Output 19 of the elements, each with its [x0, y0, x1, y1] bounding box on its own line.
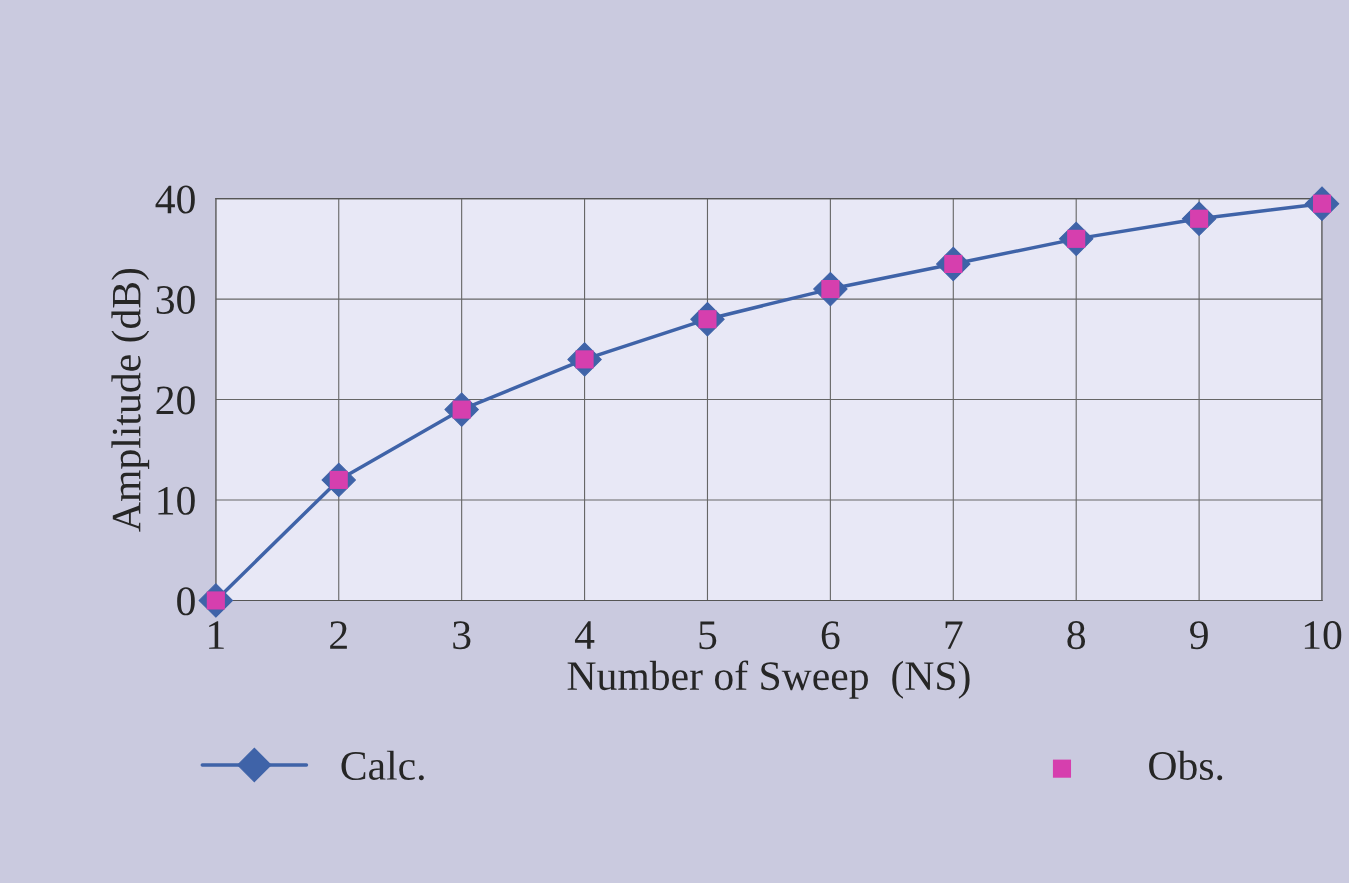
legend-label: Obs. [1149, 750, 1223, 781]
x-axis-title: Number of Sweep (NS) [567, 660, 970, 699]
x-tick-label: 5 [699, 621, 717, 650]
x-tick-label: 3 [453, 621, 471, 650]
x-tick-label: 10 [1304, 621, 1342, 650]
y-tick-label: 20 [156, 386, 195, 415]
y-tick-label: 40 [155, 185, 195, 214]
x-tick-label: 1 [209, 621, 224, 649]
x-tick-label: 7 [945, 621, 963, 649]
y-tick-label: 10 [158, 486, 195, 515]
x-tick-label: 6 [821, 621, 840, 650]
y-axis-title: Amplitude (dB) [111, 268, 150, 532]
x-tick-label: 2 [330, 621, 347, 649]
x-tick-label: 9 [1190, 621, 1208, 650]
y-tick-label: 30 [156, 285, 195, 314]
x-tick-label: 4 [574, 621, 595, 649]
y-tick-label: 0 [177, 587, 195, 616]
legend-label: Calc. [341, 750, 424, 781]
x-tick-label: 8 [1067, 621, 1086, 650]
